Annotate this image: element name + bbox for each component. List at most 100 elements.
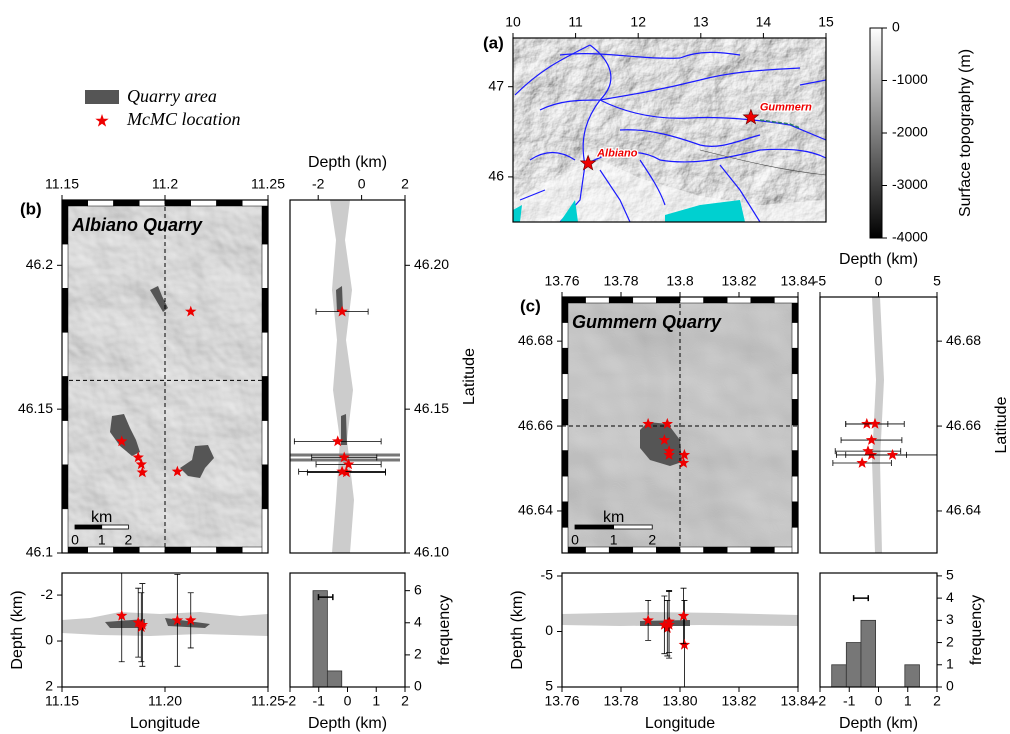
frame-segment [262,421,268,465]
axis-label: frequency [436,595,453,665]
frame-segment [751,297,775,303]
frame-segment [792,425,798,451]
frame-segment [62,244,68,288]
x-tick-label: 0 [875,273,883,289]
axis-label: Depth (km) [308,715,387,732]
y-tick-label: 5 [545,678,553,694]
frame-segment [680,297,704,303]
x-tick-label: 0 [358,176,366,192]
colorbar-tick-label: 0 [892,19,900,35]
y-tick-label: 6 [414,581,422,597]
frame-segment [139,547,165,553]
colorbar-tick-label: -3000 [892,176,928,192]
colorbar-tick-label: -2000 [892,124,928,140]
y-tick-label: 46 [488,168,504,184]
scalebar-unit: km [603,509,624,526]
frame-segment [704,547,728,553]
x-tick-label: -5 [814,273,827,289]
y-tick-label: 46.64 [518,502,553,518]
frame-segment [562,348,568,374]
frame-segment [62,377,68,421]
y-tick-label: 46.2 [26,256,53,272]
scalebar-label: 2 [125,532,133,548]
frame-segment [774,297,798,303]
frame-segment [562,425,568,451]
frame-segment [586,297,610,303]
map-title: Gummern Quarry [572,312,722,332]
frame-segment [217,200,243,206]
frame-segment [165,200,191,206]
y-tick-label: 2 [946,633,954,649]
frame-segment [562,399,568,425]
frame-segment [191,200,217,206]
y-tick-label: 4 [946,589,954,605]
x-tick-label: 2 [933,693,941,709]
frame-segment [262,288,268,332]
axis-label: Latitude [461,348,478,405]
legend-marker [95,114,108,127]
frame-segment [262,200,268,244]
figure: Quarry area McMC location [0,0,1010,734]
frame-segment [792,374,798,400]
frame-segment [562,374,568,400]
frame-segment [792,476,798,502]
axis-label: frequency [968,595,985,665]
legend-label: Quarry area [127,86,217,106]
error-bar [854,595,869,601]
frame-segment [139,200,165,206]
frame-segment [562,476,568,502]
frame-segment [62,200,68,244]
frame-segment [262,465,268,509]
y-tick-label: -2 [41,586,54,602]
panel-label: (c) [520,296,541,315]
y-tick-label: 0 [545,622,553,638]
y-tick-label: -5 [541,567,554,583]
scalebar-label: 0 [571,532,579,548]
frame-segment [165,547,191,553]
histogram-bar [832,665,847,687]
frame-segment [88,547,114,553]
legend: Quarry area McMC location [85,86,240,129]
x-tick-label: 11.15 [45,693,79,709]
y-tick-label: 0 [414,678,422,694]
scalebar-label: 2 [648,532,656,548]
event-marker [887,449,898,460]
y-tick-label: 2 [414,646,422,662]
y-tick-label: 46.66 [518,417,553,433]
panel-label: (a) [483,33,504,52]
x-tick-label: 1 [372,693,380,709]
site-label: Gummern [760,101,812,113]
x-tick-label: 13.76 [544,693,579,709]
x-tick-label: 13.82 [721,273,756,289]
axis-label: Depth (km) [9,590,26,669]
frame-segment [114,547,140,553]
plot-area [833,418,939,468]
frame-segment [562,527,568,553]
frame-segment [792,348,798,374]
map-a-background [513,38,826,222]
frame-segment [62,421,68,465]
x-tick-label: 0 [875,693,883,709]
frame-segment [62,509,68,553]
frame-segment [262,509,268,553]
site-label: Albiano [596,147,638,159]
frame-segment [751,547,775,553]
frame-segment [262,244,268,288]
x-tick-label: 11 [568,14,583,30]
y-tick-label: 47 [488,77,504,93]
y-tick-label: 3 [946,611,954,627]
y-tick-label: 46.15 [18,400,53,416]
colorbar [870,28,882,238]
y-tick-label: 46.10 [414,544,449,560]
y-tick-label: 2 [45,678,53,694]
frame-segment [562,297,568,323]
panel-label: (b) [20,199,42,218]
x-tick-label: 13.80 [662,693,697,709]
y-tick-label: 0 [946,678,954,694]
frame-segment [562,323,568,349]
frame-segment [792,502,798,528]
y-tick-label: 0 [45,632,53,648]
frame-segment [62,465,68,509]
frame-segment [562,502,568,528]
x-tick-label: 13.84 [780,693,815,709]
